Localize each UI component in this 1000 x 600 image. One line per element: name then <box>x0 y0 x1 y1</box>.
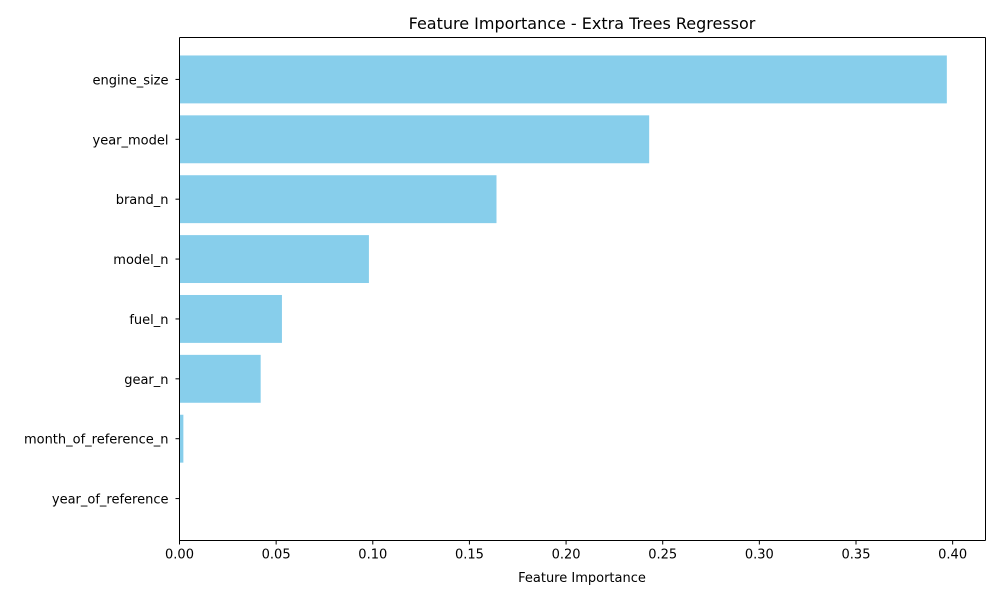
y-tick-label: model_n <box>113 253 168 268</box>
x-axis-label: Feature Importance <box>518 571 646 586</box>
x-tick-label: 0.25 <box>648 548 677 563</box>
y-tick-label: gear_n <box>124 373 168 388</box>
x-tick-label: 0.35 <box>842 548 871 563</box>
x-tick-label: 0.40 <box>938 548 967 563</box>
x-tick-label: 0.30 <box>745 548 774 563</box>
y-tick-label: year_of_reference <box>52 493 169 508</box>
bar-gear-n <box>179 354 261 403</box>
y-tick-label: brand_n <box>116 193 169 208</box>
x-tick-label: 0.10 <box>358 548 387 563</box>
x-tick-label: 0.15 <box>455 548 484 563</box>
x-tick-label: 0.05 <box>262 548 291 563</box>
y-tick-label: fuel_n <box>129 313 168 328</box>
bar-brand-n <box>179 175 497 224</box>
bar-engine-size <box>179 55 947 104</box>
bar-month-of-reference-n <box>179 414 184 463</box>
bars-group <box>179 55 947 463</box>
bar-fuel-n <box>179 294 282 343</box>
y-tick-label: engine_size <box>92 73 168 88</box>
chart-title: Feature Importance - Extra Trees Regress… <box>409 14 756 33</box>
x-tick-label: 0.20 <box>552 548 581 563</box>
x-tick-label: 0.00 <box>165 548 194 563</box>
axes-frame <box>179 37 986 541</box>
bar-year-model <box>179 115 650 164</box>
y-axis-ticks: engine_size year_model brand_n model_n fuel_… <box>24 73 180 508</box>
x-axis-ticks: 0.00 0.05 0.10 0.15 0.20 0.25 0.30 0.35 0.40 <box>165 540 967 563</box>
bar-model-n <box>179 235 369 284</box>
y-tick-label: year_model <box>93 133 169 148</box>
y-tick-label: month_of_reference_n <box>24 433 169 448</box>
